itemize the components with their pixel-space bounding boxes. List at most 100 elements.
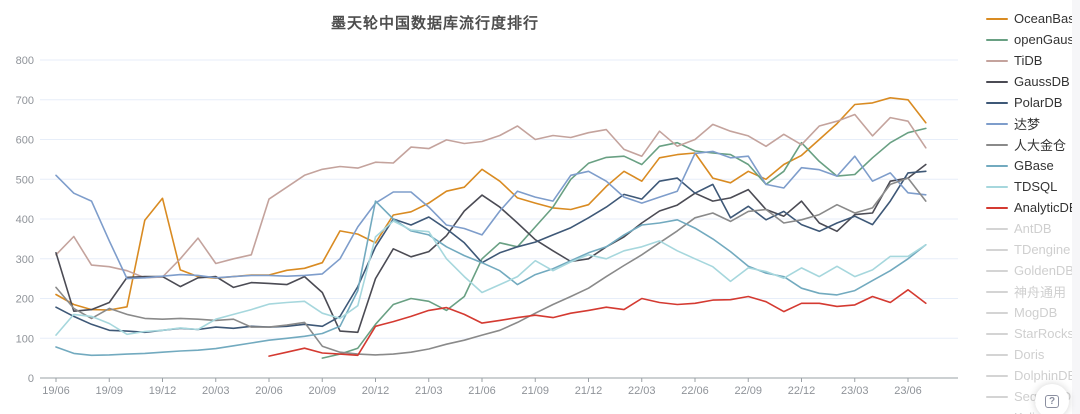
legend-item-StarRocks[interactable]: StarRocks: [986, 323, 1080, 344]
legend-item-Doris[interactable]: Doris: [986, 344, 1080, 365]
series-line-TiDB: [55, 113, 927, 279]
x-tick-label: 19/06: [42, 385, 70, 397]
legend-line-swatch: [986, 206, 1008, 209]
legend-label: GaussDB: [1014, 74, 1070, 89]
legend-label: OceanBase: [1014, 11, 1080, 26]
legend-item-AntDB[interactable]: AntDB: [986, 218, 1080, 239]
y-tick-label: 100: [16, 333, 34, 345]
legend-label: GBase: [1014, 158, 1054, 173]
legend-line-swatch: [986, 59, 1008, 62]
legend-item-MogDB[interactable]: MogDB: [986, 302, 1080, 323]
legend-line-swatch: [986, 269, 1008, 272]
legend-item-OceanBase[interactable]: OceanBase: [986, 8, 1080, 29]
legend-label: Kylig: [1014, 410, 1042, 414]
legend-label: TDSQL: [1014, 179, 1058, 194]
legend-line-swatch: [986, 185, 1008, 188]
y-tick-label: 500: [16, 174, 34, 186]
legend-item-openGauss[interactable]: openGauss: [986, 29, 1080, 50]
chart-legend: OceanBase openGauss TiDB GaussDB PolarDB 达梦人大…: [986, 8, 1080, 414]
series-line-TDSQL: [55, 220, 927, 336]
y-tick-label: 700: [16, 95, 34, 107]
legend-line-swatch: [986, 353, 1008, 356]
series-line-openGauss: [321, 127, 927, 359]
x-tick-label: 21/12: [575, 385, 603, 397]
legend-item-人大金仓[interactable]: 人大金仓: [986, 134, 1080, 155]
series-line-PolarDB: [55, 170, 927, 334]
series-line-达梦: [55, 150, 927, 280]
x-tick-label: 23/06: [894, 385, 922, 397]
x-tick-label: 21/06: [468, 385, 496, 397]
x-tick-label: 22/12: [788, 385, 816, 397]
legend-line-swatch: [986, 395, 1008, 398]
legend-label: TDengine: [1014, 242, 1071, 257]
legend-line-swatch: [986, 248, 1008, 251]
x-tick-label: 19/12: [149, 385, 177, 397]
legend-item-PolarDB[interactable]: PolarDB: [986, 92, 1080, 113]
legend-label: GoldenDB: [1014, 263, 1074, 278]
x-tick-label: 22/09: [734, 385, 762, 397]
legend-line-swatch: [986, 17, 1008, 20]
x-tick-label: 20/09: [308, 385, 336, 397]
x-tick-label: 20/12: [362, 385, 390, 397]
legend-line-swatch: [986, 374, 1008, 377]
legend-line-swatch: [986, 122, 1008, 125]
legend-line-swatch: [986, 143, 1008, 146]
legend-label: openGauss: [1014, 32, 1080, 47]
legend-label: MogDB: [1014, 305, 1058, 320]
legend-label: AntDB: [1014, 221, 1052, 236]
y-tick-label: 0: [28, 373, 34, 385]
series-line-AnalyticDB: [268, 288, 927, 357]
legend-line-swatch: [986, 80, 1008, 83]
y-tick-label: 800: [16, 55, 34, 67]
legend-item-神舟通用[interactable]: 神舟通用: [986, 281, 1080, 302]
series-line-人大金仓: [55, 177, 927, 356]
legend-label: AnalyticDB: [1014, 200, 1078, 215]
series-line-OceanBase: [55, 97, 927, 311]
help-button[interactable]: ?: [1035, 384, 1069, 414]
legend-item-GoldenDB[interactable]: GoldenDB: [986, 260, 1080, 281]
y-tick-label: 400: [16, 214, 34, 226]
legend-line-swatch: [986, 311, 1008, 314]
x-tick-label: 23/03: [841, 385, 869, 397]
legend-label: 神舟通用: [1014, 285, 1067, 300]
y-tick-label: 200: [16, 294, 34, 306]
x-tick-label: 21/09: [521, 385, 549, 397]
x-tick-label: 20/06: [255, 385, 283, 397]
legend-item-AnalyticDB[interactable]: AnalyticDB: [986, 197, 1080, 218]
legend-line-swatch: [986, 38, 1008, 41]
page-edge-strip: [1072, 0, 1080, 414]
legend-item-GBase[interactable]: GBase: [986, 155, 1080, 176]
legend-label: TiDB: [1014, 53, 1043, 68]
legend-line-swatch: [986, 290, 1008, 293]
y-tick-label: 600: [16, 135, 34, 147]
legend-label: 人大金仓: [1014, 138, 1067, 153]
legend-label: PolarDB: [1014, 95, 1063, 110]
question-mark-icon: ?: [1044, 394, 1060, 408]
x-tick-label: 19/09: [95, 385, 123, 397]
legend-line-swatch: [986, 164, 1008, 167]
legend-item-TiDB[interactable]: TiDB: [986, 50, 1080, 71]
legend-item-GaussDB[interactable]: GaussDB: [986, 71, 1080, 92]
series-line-GaussDB: [55, 163, 927, 334]
legend-label: 达梦: [1014, 117, 1041, 132]
x-tick-label: 22/06: [681, 385, 709, 397]
legend-label: DolphinDB: [1014, 368, 1077, 383]
legend-item-Kylig[interactable]: Kylig: [986, 407, 1080, 414]
series-line-GBase: [55, 200, 927, 357]
legend-line-swatch: [986, 101, 1008, 104]
legend-item-DolphinDB[interactable]: DolphinDB: [986, 365, 1080, 386]
legend-item-TDengine[interactable]: TDengine: [986, 239, 1080, 260]
chart-title: 墨天轮中国数据库流行度排行: [330, 15, 539, 32]
x-tick-label: 21/03: [415, 385, 443, 397]
legend-line-swatch: [986, 227, 1008, 230]
legend-label: StarRocks: [1014, 326, 1074, 341]
legend-item-达梦[interactable]: 达梦: [986, 113, 1080, 134]
legend-label: Doris: [1014, 347, 1045, 362]
legend-line-swatch: [986, 332, 1008, 335]
x-tick-label: 20/03: [202, 385, 230, 397]
y-tick-label: 300: [16, 254, 34, 266]
legend-item-TDSQL[interactable]: TDSQL: [986, 176, 1080, 197]
